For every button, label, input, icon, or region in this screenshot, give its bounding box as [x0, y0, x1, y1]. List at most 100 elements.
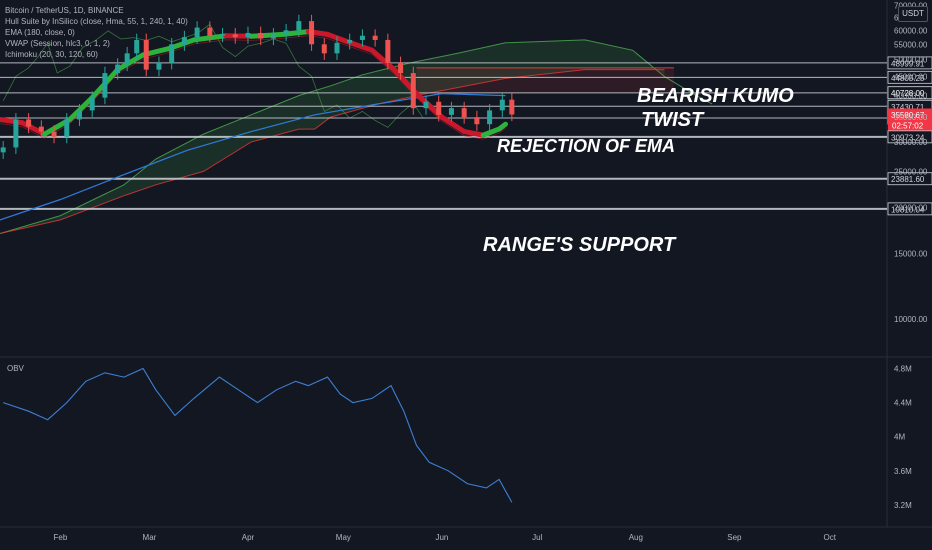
hull-segment — [480, 126, 502, 138]
level-label: 37430.71 — [891, 103, 925, 112]
time-axis-label: Oct — [824, 533, 837, 542]
candle-body — [436, 101, 442, 115]
obv-line — [3, 367, 513, 503]
candle-body — [309, 21, 315, 45]
candle-body — [76, 110, 82, 120]
price-tag — [887, 86, 932, 100]
candle-body — [334, 42, 340, 54]
level-label: 48999.91 — [891, 59, 925, 68]
candle-body — [13, 119, 19, 148]
candle-body — [347, 39, 353, 43]
legend-symbol[interactable]: Bitcoin / TetherUS, 1D, BINANCE — [5, 6, 124, 15]
hull-segment — [115, 52, 146, 73]
candle-body — [474, 117, 480, 125]
price-axis-tick-label: 40000.00 — [894, 92, 928, 101]
candle-body — [143, 39, 149, 70]
obv-axis-tick-label: 3.6M — [894, 467, 912, 476]
hull-segment — [248, 31, 286, 39]
price-tag-label: 35580.67 — [891, 111, 925, 120]
hull-segment — [19, 120, 48, 137]
price-axis-tick-label: 10000.00 — [894, 315, 928, 324]
price-axis-tick-label: 25000.00 — [894, 167, 928, 176]
kumo-cloud — [0, 39, 665, 234]
legend-ema[interactable]: EMA (180, close, 0) — [5, 28, 75, 37]
candle-body — [423, 101, 429, 109]
price-tag — [888, 108, 932, 131]
candle-body — [245, 32, 251, 38]
obv-axis-tick-label: 3.2M — [894, 501, 912, 510]
kumo-lead-a-line — [0, 39, 713, 234]
candle-body — [51, 131, 57, 137]
level-label: 30973.24 — [891, 133, 925, 142]
legend-ichimoku[interactable]: Ichimoku (20, 30, 120, 60) — [5, 50, 98, 59]
candle-body — [258, 32, 264, 39]
candle-body — [410, 73, 416, 109]
time-axis-label: Apr — [242, 533, 255, 542]
indicator-legend: Bitcoin / TetherUS, 1D, BINANCE Hull Sui… — [5, 5, 188, 60]
candle-body — [38, 126, 44, 132]
currency-button[interactable]: USDT — [898, 6, 928, 22]
candle-body — [499, 99, 505, 111]
candle-body — [509, 99, 515, 115]
price-axis-tick-label: 20000.00 — [894, 203, 928, 212]
candle-body — [220, 34, 226, 36]
candle-body — [487, 110, 493, 125]
candle-body — [134, 39, 140, 54]
candle-body — [296, 21, 302, 31]
rejection-zone — [416, 67, 674, 93]
candle-body — [359, 35, 365, 40]
candle-body — [461, 108, 467, 118]
level-tag — [887, 202, 932, 216]
level-tag — [887, 56, 932, 70]
candle-body — [270, 34, 276, 39]
hull-segment — [344, 38, 375, 53]
candle-body — [398, 62, 404, 74]
price-axis-tick-label: 50000.00 — [894, 56, 928, 65]
candle-body — [0, 147, 6, 153]
obv-axis-tick-label: 4M — [894, 433, 905, 442]
candle-body — [207, 27, 213, 36]
level-tag — [887, 70, 932, 84]
candle-body — [156, 62, 162, 70]
legend-hull-suite[interactable]: Hull Suite by InSilico (close, Hma, 55, … — [5, 17, 188, 26]
candle-body — [124, 53, 130, 65]
legend-vwap[interactable]: VWAP (Session, hlc3, 0, 1, 2) — [5, 39, 110, 48]
price-axis-tick-label: 55000.00 — [894, 40, 928, 49]
time-axis-label: Mar — [143, 533, 157, 542]
annotation-rejection-of-ema: REJECTION OF EMA — [497, 136, 675, 156]
candle-body — [232, 34, 238, 38]
price-tag-countdown: 02:57:02 — [892, 121, 924, 130]
price-axis-tick-label: 15000.00 — [894, 250, 928, 259]
price-axis-tick-label: 70000.00 — [894, 1, 928, 10]
price-axis-tick-label: 45000.00 — [894, 73, 928, 82]
candle-body — [26, 119, 32, 127]
price-axis-tick-label: 60000.00 — [894, 26, 928, 35]
candle-body — [89, 97, 95, 111]
time-axis-label: Feb — [54, 533, 68, 542]
candle-body — [64, 119, 70, 137]
candle-body — [448, 108, 454, 115]
annotation-range-support: RANGE'S SUPPORT — [483, 234, 677, 256]
candle-body — [102, 73, 108, 98]
price-axis-tick-label: 30000.00 — [894, 138, 928, 147]
time-axis-label: Aug — [629, 533, 643, 542]
level-label: 19810.04 — [891, 205, 925, 214]
level-label: 23881.60 — [891, 175, 925, 184]
hull-segment — [369, 47, 397, 73]
candle-body — [194, 27, 200, 38]
hull-segment — [67, 95, 95, 122]
kumo-lead-b-line — [0, 69, 665, 234]
candle-body — [169, 44, 175, 63]
obv-axis-tick-label: 4.8M — [894, 365, 912, 374]
level-tag — [887, 130, 932, 144]
hull-shadow-line — [0, 35, 506, 140]
time-axis-label: May — [336, 533, 351, 542]
candle-body — [181, 37, 187, 45]
time-axis-label: Sep — [727, 533, 742, 542]
hull-segment — [0, 116, 25, 126]
price-tag-label: 40728.00 — [891, 89, 925, 98]
annotation-twist: TWIST — [641, 109, 705, 131]
level-tag — [887, 172, 932, 186]
